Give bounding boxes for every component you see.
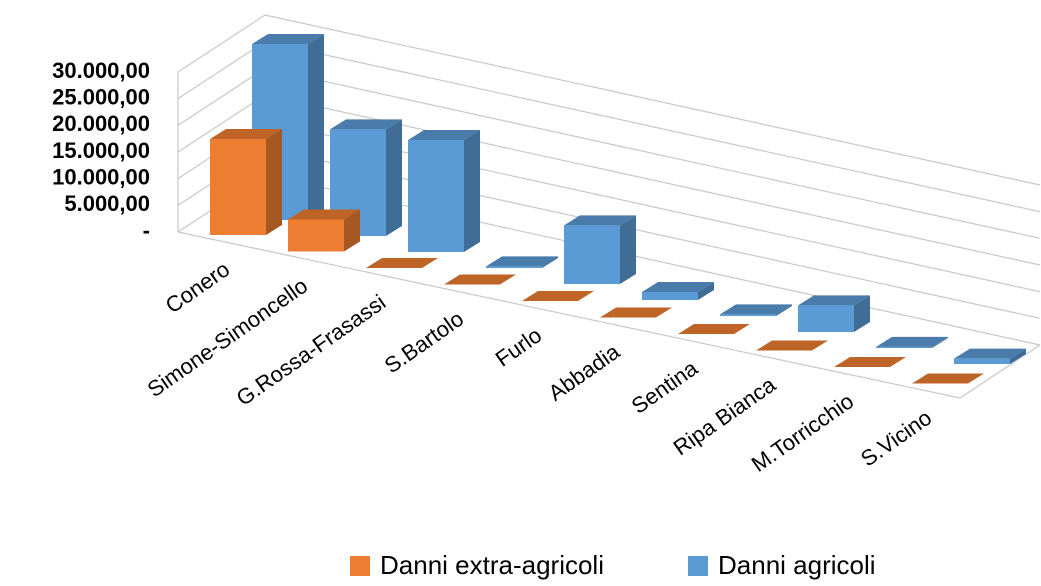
bar-top (876, 336, 948, 347)
bar-side (386, 119, 402, 236)
x-tick-label: S.Vicino (856, 405, 936, 472)
x-tick-label: S.Bartolo (380, 306, 468, 378)
bar-top (678, 324, 750, 334)
bar-side (464, 130, 480, 252)
bar-top (366, 258, 438, 268)
x-tick-label: Conero (161, 256, 234, 318)
x-tick-label: Furlo (491, 322, 546, 371)
y-tick-label: 15.000,00 (52, 138, 150, 163)
bar (876, 346, 932, 348)
bar-top (408, 130, 480, 140)
bar-top (444, 274, 516, 285)
bar-top (600, 307, 672, 318)
bar-top (564, 215, 636, 226)
bar-side (344, 209, 360, 252)
bar (288, 219, 344, 252)
grid-line (177, 14, 1041, 186)
bar-top (954, 348, 1026, 359)
bar-side (854, 295, 870, 332)
bar (486, 266, 542, 268)
y-tick-label: 5.000,00 (64, 191, 150, 216)
bar-top (252, 34, 324, 44)
bar-side (308, 34, 324, 220)
bar-side (776, 304, 792, 316)
bar-top (834, 357, 906, 367)
y-tick-label: 20.000,00 (52, 111, 150, 136)
y-tick-label: 25.000,00 (52, 84, 150, 109)
legend-label: Danni agricoli (718, 550, 876, 580)
x-tick-label: Sentina (627, 355, 703, 419)
bar (210, 139, 266, 235)
bar-top (912, 373, 984, 384)
bar-top (642, 282, 714, 292)
bar-side (698, 282, 714, 300)
bar-top (486, 256, 558, 267)
bar-side (932, 336, 948, 348)
floor-edge (177, 231, 1041, 399)
bar-top (756, 340, 828, 351)
bar-top (522, 291, 594, 301)
bar (798, 305, 854, 332)
bar-side (1010, 348, 1026, 364)
bar-top (798, 295, 870, 306)
bar-top (288, 209, 360, 220)
bar-top (720, 304, 792, 315)
bar-side (542, 256, 558, 268)
y-tick-label: - (143, 218, 150, 243)
bar-top (210, 129, 282, 139)
bar (954, 358, 1010, 364)
bar (564, 225, 620, 284)
bar-side (266, 129, 282, 235)
legend-label: Danni extra-agricoli (380, 550, 604, 580)
legend-swatch (688, 556, 708, 576)
bar-top (330, 119, 402, 130)
bar (408, 140, 464, 252)
bar (642, 292, 698, 300)
y-tick-label: 10.000,00 (52, 164, 150, 189)
bar (720, 314, 776, 316)
y-tick-label: 30.000,00 (52, 58, 150, 83)
bar-side (620, 215, 636, 284)
x-tick-label: Abbadia (544, 338, 625, 405)
legend-swatch (350, 556, 370, 576)
